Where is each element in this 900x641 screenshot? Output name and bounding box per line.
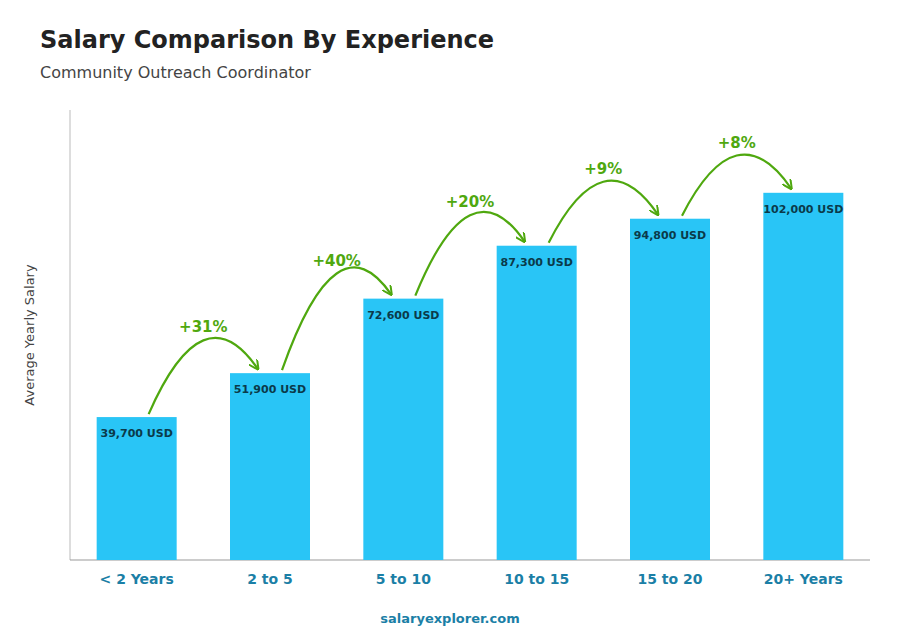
change-arcs	[149, 155, 792, 415]
chart-svg: Salary Comparison By Experience Community…	[0, 0, 900, 641]
y-axis-label: Average Yearly Salary	[22, 264, 37, 406]
change-arc	[549, 181, 658, 243]
change-label: +9%	[584, 160, 622, 178]
x-axis-line	[70, 560, 870, 561]
change-arc	[682, 155, 791, 216]
change-label: +20%	[446, 193, 494, 211]
bar	[763, 193, 843, 560]
change-label: +40%	[312, 252, 360, 270]
watermark: salaryexplorer.com	[380, 611, 519, 626]
bar	[230, 373, 310, 560]
bar	[363, 299, 443, 560]
x-tick-label: 10 to 15	[504, 571, 569, 587]
x-tick-label: 2 to 5	[247, 571, 293, 587]
data-label: 94,800 USD	[634, 229, 706, 242]
bar	[630, 219, 710, 560]
x-tick-label: 20+ Years	[764, 571, 843, 587]
bar	[97, 417, 177, 560]
chart-container: Salary Comparison By Experience Community…	[0, 0, 900, 641]
data-label: 51,900 USD	[234, 383, 306, 396]
change-label: +31%	[179, 318, 227, 336]
data-label: 87,300 USD	[501, 256, 573, 269]
change-arc	[415, 212, 524, 296]
change-arc	[282, 267, 391, 370]
change-arc	[149, 338, 258, 414]
data-label: 102,000 USD	[763, 203, 843, 216]
x-tick-label: 15 to 20	[637, 571, 702, 587]
bar	[497, 246, 577, 560]
x-tick-label: < 2 Years	[100, 571, 174, 587]
data-label: 72,600 USD	[367, 309, 439, 322]
data-label: 39,700 USD	[101, 427, 173, 440]
title: Salary Comparison By Experience	[40, 26, 494, 54]
bars	[97, 193, 844, 560]
y-axis-line	[70, 110, 71, 560]
subtitle: Community Outreach Coordinator	[40, 63, 311, 82]
change-label: +8%	[718, 134, 756, 152]
x-tick-label: 5 to 10	[376, 571, 432, 587]
